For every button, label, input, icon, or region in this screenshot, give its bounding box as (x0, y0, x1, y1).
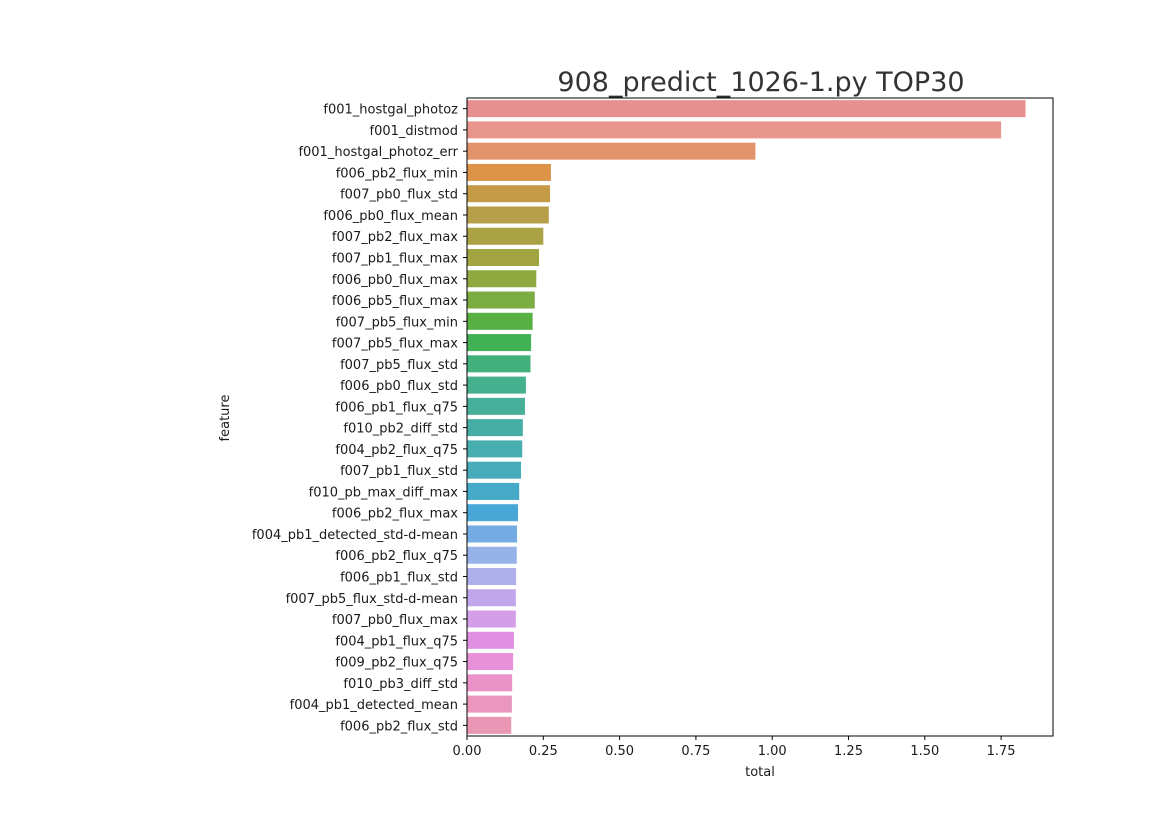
y-tick-label: f007_pb5_flux_min (336, 315, 458, 330)
bar (467, 589, 516, 607)
bar (467, 270, 537, 288)
bar (467, 312, 533, 330)
y-tick-label: f006_pb2_flux_max (332, 507, 458, 522)
bar (467, 461, 522, 479)
x-axis-label: total (745, 765, 775, 780)
y-tick-label: f006_pb0_flux_max (332, 273, 458, 288)
x-tick-label: 1.75 (987, 744, 1016, 759)
bar (467, 397, 525, 415)
bar (467, 716, 512, 734)
y-tick-label: f001_hostgal_photoz_err (298, 145, 458, 160)
y-tick-label: f006_pb2_flux_q75 (335, 549, 458, 564)
bar (467, 163, 551, 181)
y-tick-label: f007_pb1_flux_max (332, 252, 458, 267)
bar (467, 142, 756, 160)
x-ticks: 0.00 0.25 0.50 0.75 1.00 1.25 1.50 1.75 (453, 736, 1016, 759)
y-tick-label: f004_pb1_detected_mean (290, 698, 458, 713)
y-tick-label: f010_pb3_diff_std (343, 677, 458, 692)
bar (467, 248, 540, 267)
y-tick-label: f004_pb1_flux_q75 (335, 634, 458, 649)
bar (467, 653, 514, 671)
y-tick-label: f006_pb2_flux_min (336, 166, 458, 181)
y-tick-label: f004_pb1_detected_std-d-mean (252, 528, 458, 543)
bar (467, 567, 517, 586)
y-tick-label: f007_pb0_flux_std (340, 188, 458, 203)
bar (467, 546, 517, 564)
y-tick-label: f007_pb5_flux_std (340, 358, 458, 373)
x-tick-label: 0.50 (605, 744, 634, 759)
bar (467, 100, 1026, 118)
y-tick-label: f001_hostgal_photoz (323, 103, 458, 118)
x-tick-label: 1.50 (910, 744, 939, 759)
bar (467, 695, 512, 713)
bar (467, 185, 551, 203)
x-tick-label: 0.75 (681, 744, 710, 759)
bar (467, 355, 531, 373)
bar (467, 121, 1002, 139)
y-tick-label: f010_pb2_diff_std (343, 422, 458, 437)
y-tick-label: f006_pb0_flux_mean (323, 209, 458, 224)
y-tick-label: f007_pb2_flux_max (332, 230, 458, 245)
bar (467, 525, 518, 543)
bar (467, 227, 544, 245)
bar (467, 504, 518, 522)
bars (467, 100, 1026, 734)
bar (467, 610, 516, 628)
bar (467, 291, 535, 309)
y-tick-label: f006_pb1_flux_std (340, 571, 458, 586)
x-tick-label: 1.25 (834, 744, 863, 759)
x-tick-label: 1.00 (758, 744, 787, 759)
bar (467, 206, 549, 224)
bar (467, 482, 520, 500)
y-tick-label: f007_pb1_flux_std (340, 464, 458, 479)
y-tick-label: f009_pb2_flux_q75 (335, 656, 458, 671)
bar (467, 376, 526, 394)
x-tick-label: 0.25 (529, 744, 558, 759)
y-tick-label: f006_pb2_flux_std (340, 719, 458, 734)
y-tick-label: f006_pb0_flux_std (340, 379, 458, 394)
bar (467, 674, 513, 692)
bar (467, 440, 523, 458)
y-tick-label: f007_pb5_flux_std-d-mean (286, 592, 458, 607)
plot-frame (466, 97, 1054, 737)
y-tick-label: f006_pb1_flux_q75 (335, 400, 458, 415)
y-tick-label: f007_pb0_flux_max (332, 613, 458, 628)
chart-title: 908_predict_1026-1.py TOP30 (557, 67, 964, 98)
y-tick-label: f006_pb5_flux_max (332, 294, 458, 309)
y-tick-label: f004_pb2_flux_q75 (335, 443, 458, 458)
y-axis-label: feature (218, 395, 233, 442)
y-tick-labels: f001_hostgal_photoz f001_distmod f001_host… (252, 103, 467, 734)
y-tick-label: f007_pb5_flux_max (332, 337, 458, 352)
x-tick-label: 0.00 (453, 744, 482, 759)
bar (467, 631, 515, 649)
y-tick-label: f010_pb_max_diff_max (309, 485, 459, 500)
y-tick-label: f001_distmod (370, 124, 459, 139)
bar (467, 419, 523, 437)
bar (467, 334, 532, 352)
